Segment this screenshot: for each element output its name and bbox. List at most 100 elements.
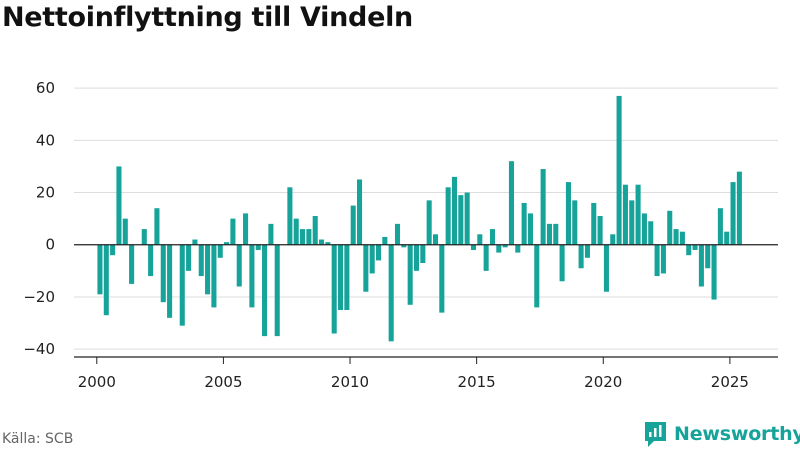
bar [243,213,249,245]
brand-name: Newsworthy [674,423,800,445]
bar [236,244,242,287]
bar [622,184,628,245]
bar [489,229,496,245]
bar [736,171,742,245]
bar [597,216,603,245]
bar [572,200,578,245]
bar [350,205,356,245]
bar [148,244,154,277]
bar [97,244,103,295]
gridlines [74,87,778,350]
bar [363,244,369,292]
bar [382,236,388,245]
bar [667,210,673,245]
bars [97,95,742,342]
bar [483,244,489,271]
bar [686,244,692,256]
bar [306,229,312,245]
bar [458,195,464,245]
bar [502,244,508,248]
bar [394,223,401,245]
x-tick-label: 2010 [331,373,369,391]
bar [186,244,192,271]
bar [211,244,217,308]
bar [648,221,654,245]
bar [338,244,344,311]
bar [192,239,198,245]
bar [293,218,299,245]
y-tick-label: −40 [23,340,55,358]
bar [724,231,730,245]
x-tick-label: 2025 [711,373,749,391]
bar [515,244,521,253]
bar [103,244,109,316]
bar [698,244,704,287]
bar [255,244,261,250]
bar [464,192,470,245]
brand-logo[interactable]: Newsworthy [643,418,800,450]
bar [300,229,306,245]
bar [224,242,230,245]
bar [432,234,439,245]
bar [629,200,635,245]
bar [445,187,451,245]
bar [388,244,394,342]
bar [559,244,565,282]
bar [205,244,211,295]
bar [705,244,711,269]
bar [534,244,540,308]
y-tick-label: −20 [23,288,55,306]
bar [591,202,597,245]
bar [116,166,122,245]
bar [540,169,546,245]
bar [369,244,375,274]
bar [287,187,293,245]
bar [654,244,660,277]
bar [268,223,274,245]
bar [565,182,571,245]
bar [249,244,255,308]
bar [641,213,647,245]
bar [331,244,337,334]
bar [521,202,527,245]
x-tick-label: 2015 [458,373,496,391]
bar [160,244,166,303]
bar [660,244,666,274]
bar [527,213,533,245]
bar [141,229,147,245]
bar [673,229,679,245]
bar [129,244,135,284]
y-tick-label: 60 [36,79,55,97]
bar [496,244,502,253]
bar [610,234,616,245]
bar [217,244,223,258]
bar [711,244,717,300]
bar [692,244,698,250]
bar [198,244,204,277]
bar [553,223,559,245]
bar [717,208,723,245]
bar [312,216,318,245]
y-tick-label: 20 [36,184,55,202]
x-tick-label: 2005 [204,373,242,391]
y-tick-label: 0 [45,236,55,254]
bar [508,161,514,245]
bar [603,244,609,292]
bar [122,218,128,245]
source-label: Källa: SCB [2,431,74,447]
bar [167,244,173,318]
bar [439,244,445,313]
bar [584,244,590,258]
bar [679,231,685,245]
bar [635,184,641,245]
bar [110,244,116,256]
newsworthy-logo-icon [645,422,666,447]
bar [375,244,382,261]
bar [578,244,584,269]
bar [407,244,413,305]
chart-title: Nettoinflyttning till Vindeln [2,2,413,33]
bar [179,244,185,326]
bar [230,218,236,245]
bar [451,176,458,245]
